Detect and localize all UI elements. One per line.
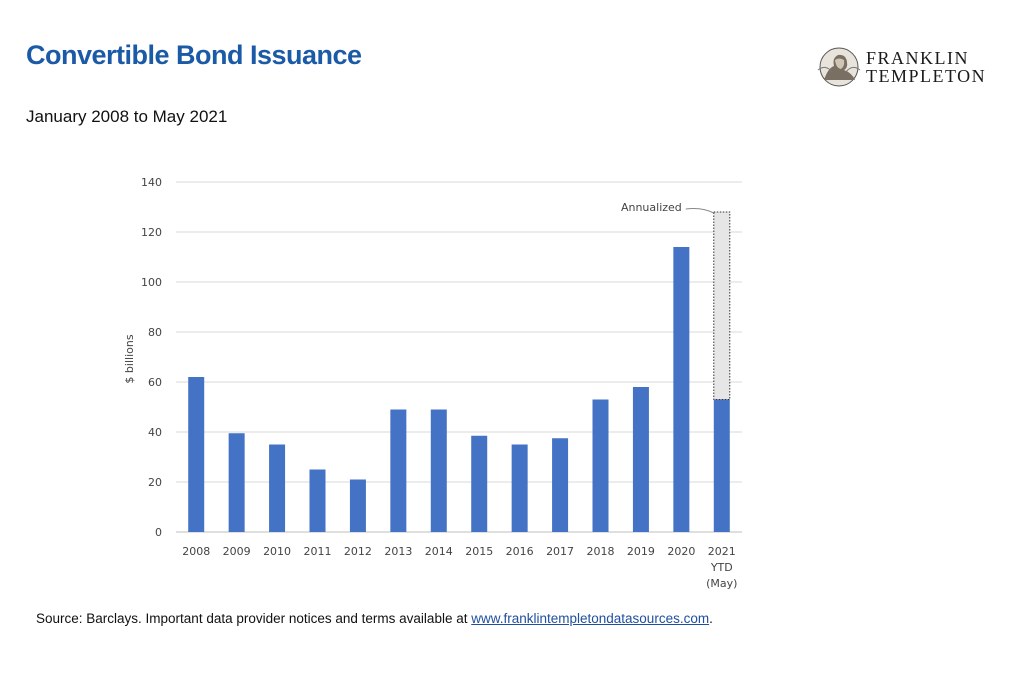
y-axis-label: $ billions <box>123 334 136 383</box>
y-tick-label: 120 <box>141 226 162 239</box>
y-tick-label: 100 <box>141 276 162 289</box>
x-tick-label: 2019 <box>627 545 655 558</box>
x-tick-sublabel: YTD <box>710 561 733 574</box>
bar-2021 <box>713 399 730 532</box>
x-tick-sublabel: (May) <box>706 577 737 590</box>
bar-2017 <box>552 438 569 532</box>
logo-line-1: FRANKLIN <box>866 48 970 68</box>
logo-wordmark: FRANKLIN TEMPLETON <box>866 49 986 85</box>
bar-2009 <box>228 433 245 532</box>
x-tick-label: 2009 <box>223 545 251 558</box>
annualized-bar <box>713 211 731 400</box>
bar-2008 <box>188 377 205 532</box>
x-tick-label: 2014 <box>425 545 453 558</box>
annualized-leader-line <box>685 208 715 214</box>
x-tick-label: 2012 <box>344 545 372 558</box>
bar-2014 <box>430 409 447 532</box>
y-tick-label: 40 <box>148 426 162 439</box>
y-tick-label: 80 <box>148 326 162 339</box>
y-tick-label: 20 <box>148 476 162 489</box>
x-tick-label: 2011 <box>304 545 332 558</box>
bar-2016 <box>511 444 528 532</box>
bar-2020 <box>673 247 690 532</box>
y-tick-label: 0 <box>155 526 162 539</box>
page-title: Convertible Bond Issuance <box>26 40 362 70</box>
x-tick-label: 2010 <box>263 545 291 558</box>
data-sources-link[interactable]: www.franklintempletondatasources.com <box>471 611 710 626</box>
x-tick-label: 2017 <box>546 545 574 558</box>
source-text: Source: Barclays. Important data provide… <box>36 611 472 626</box>
source-note: Source: Barclays. Important data provide… <box>36 611 713 626</box>
bar-2013 <box>390 409 407 532</box>
franklin-templeton-logo: FRANKLIN TEMPLETON <box>816 46 996 88</box>
bar-2015 <box>471 435 488 532</box>
bar-2011 <box>309 469 326 532</box>
annualized-label: Annualized <box>621 201 682 214</box>
bar-2012 <box>349 479 366 532</box>
x-tick-label: 2008 <box>182 545 210 558</box>
y-tick-label: 140 <box>141 176 162 189</box>
page-subtitle: January 2008 to May 2021 <box>26 107 228 126</box>
x-tick-label: 2013 <box>384 545 412 558</box>
logo-line-2: TEMPLETON <box>866 66 987 86</box>
x-tick-label: 2016 <box>506 545 534 558</box>
franklin-seal-icon <box>817 47 861 87</box>
y-tick-label: 60 <box>148 376 162 389</box>
bar-2019 <box>632 387 649 532</box>
bar-2010 <box>269 444 286 532</box>
x-tick-label: 2015 <box>465 545 493 558</box>
source-period: . <box>709 611 713 626</box>
x-tick-label: 2021 <box>708 545 736 558</box>
x-tick-label: 2018 <box>587 545 615 558</box>
x-tick-label: 2020 <box>667 545 695 558</box>
bar-2018 <box>592 399 609 532</box>
